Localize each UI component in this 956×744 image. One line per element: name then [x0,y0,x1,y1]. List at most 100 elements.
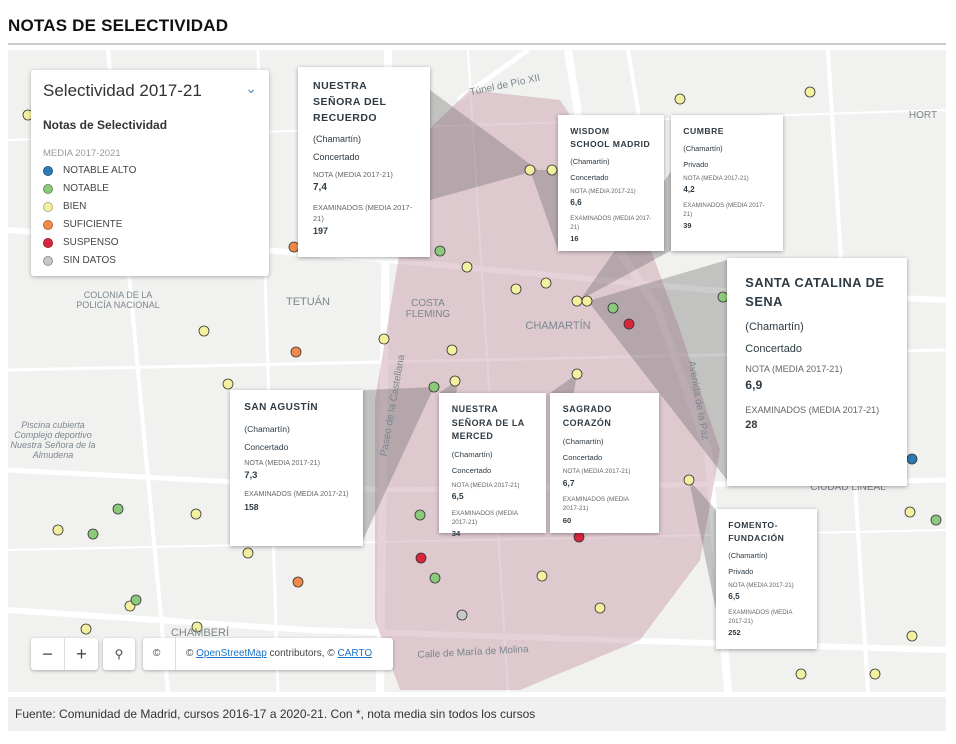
zoom-in[interactable]: + [76,644,87,664]
school-marker[interactable] [52,524,64,536]
school-marker[interactable] [930,514,942,526]
school-marker[interactable] [683,474,695,486]
school-marker[interactable] [378,333,390,345]
map-label: COSTA FLEMING [405,298,451,320]
exams-value: 197 [313,226,329,237]
school-marker[interactable] [869,668,881,680]
map-label: COLONIA DE LA POLICÍA NACIONAL [76,290,160,310]
school-marker[interactable] [571,368,583,380]
school-marker[interactable] [536,570,548,582]
school-district: (Chamartín) [313,134,362,145]
school-type: Concertado [451,465,492,475]
school-name: SANTA CATALINA DE SENA [745,274,885,309]
map-label: CHAMARTÍN [525,320,591,332]
legend-toggle[interactable]: ⌄ [245,80,257,96]
school-marker[interactable] [510,283,522,295]
popup: WISDOM SCHOOL MADRID (Chamartín) Concertad… [558,115,664,251]
school-marker[interactable] [456,609,468,621]
school-marker[interactable] [906,630,918,642]
school-marker[interactable] [112,503,124,515]
legend-swatch [43,220,53,230]
school-marker[interactable] [524,164,536,176]
attribution-middle: contributors, © [269,648,335,659]
attribution: © © OpenStreetMap contributors, © CARTO [143,638,393,670]
school-marker[interactable] [198,325,210,337]
map-label: HORT [908,110,938,121]
school-name: NUESTRA SEÑORA DEL RECUERDO [313,80,387,124]
school-marker[interactable] [80,623,92,635]
map[interactable]: Túnel de Pío XII TETUÁN COSTA FLEMING CHAMA… [8,50,946,692]
school-type: Concertado [313,152,360,163]
school-marker[interactable] [190,508,202,520]
school-marker[interactable] [546,164,558,176]
search-button[interactable]: ⚲ [103,638,135,670]
osm-link[interactable]: OpenStreetMap [196,648,267,659]
attribution-prefix: © [186,648,194,659]
school-marker[interactable] [594,602,606,614]
popup: SAGRADO CORAZÓN (Chamartín) Concertado NOTA… [550,393,659,533]
legend-swatch [43,166,53,176]
legend-group: MEDIA 2017-2021 [43,148,121,159]
grade-value: 6,5 [451,491,464,502]
grade-label: NOTA (MEDIA 2017-21) [313,170,393,180]
school-marker[interactable] [804,86,816,98]
school-marker[interactable] [581,295,593,307]
school-marker[interactable] [446,344,458,356]
popup: NUESTRA SEÑORA DEL RECUERDO (Chamartín) Co… [298,67,430,257]
school-marker[interactable] [414,509,426,521]
school-marker[interactable] [434,245,446,257]
exams-label: EXAMINADOS (MEDIA 2017-21) [562,496,629,513]
school-marker[interactable] [191,621,203,633]
school-marker[interactable] [292,576,304,588]
school-marker[interactable] [623,318,635,330]
school-marker[interactable] [415,552,427,564]
exams-value: 34 [451,529,461,539]
exams-label: EXAMINADOS (MEDIA 2017-21) [728,608,793,625]
school-district: (Chamartín) [683,144,723,154]
school-marker[interactable] [540,277,552,289]
legend-label: SIN DATOS [63,255,116,266]
title-rule [8,43,946,45]
school-marker[interactable] [461,261,473,273]
school-marker[interactable] [571,295,583,307]
school-marker[interactable] [795,668,807,680]
school-marker[interactable] [904,506,916,518]
school-marker[interactable] [429,572,441,584]
footer: Fuente: Comunidad de Madrid, cursos 2016… [8,697,946,731]
grade-label: NOTA (MEDIA 2017-21) [745,364,843,375]
grade-label: NOTA (MEDIA 2017-21) [562,468,631,476]
carto-link[interactable]: CARTO [337,648,373,659]
popup: FOMENTO-FUNDACIÓN (Chamartín) Privado NOTA … [716,509,817,649]
school-type: Concertado [244,441,289,452]
popup: CUMBRE (Chamartín) Privado NOTA (MEDIA 2017… [671,115,783,251]
school-type: Concertado [562,452,603,462]
school-district: (Chamartín) [451,450,493,460]
grade-value: 7,3 [244,469,258,481]
school-marker[interactable] [607,302,619,314]
school-marker[interactable] [573,531,585,543]
school-marker[interactable] [130,594,142,606]
zoom-out[interactable]: − [31,638,65,670]
school-marker[interactable] [428,381,440,393]
school-marker[interactable] [674,93,686,105]
school-district: (Chamartín) [745,320,804,333]
school-marker[interactable] [87,528,99,540]
exams-label: EXAMINADOS (MEDIA 2017-21) [745,405,880,416]
school-marker[interactable] [449,375,461,387]
exams-value: 60 [562,515,572,525]
school-marker[interactable] [290,346,302,358]
school-marker[interactable] [242,547,254,559]
school-marker[interactable] [222,378,234,390]
school-name: SAGRADO CORAZÓN [562,404,612,428]
school-type: Privado [683,159,709,169]
grade-value: 6,6 [570,197,582,207]
school-name: SAN AGUSTÍN [244,402,319,414]
attribution-info[interactable]: © [153,648,161,659]
exams-value: 252 [728,627,741,637]
school-marker[interactable] [906,453,918,465]
legend-label: NOTABLE [63,183,109,194]
zoom-control: − + [31,638,98,670]
exams-value: 158 [244,502,259,513]
exams-label: EXAMINADOS (MEDIA 2017-21) [451,509,518,526]
